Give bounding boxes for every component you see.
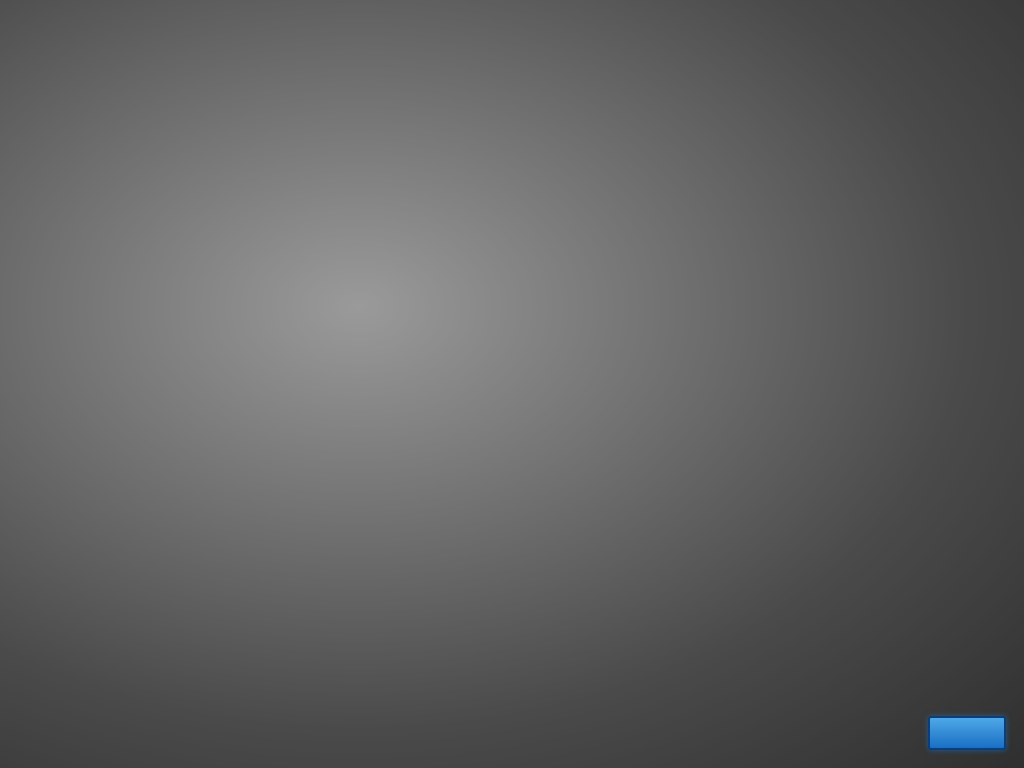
- slide-title: [0, 0, 1024, 85]
- logo-badge: [928, 716, 1006, 750]
